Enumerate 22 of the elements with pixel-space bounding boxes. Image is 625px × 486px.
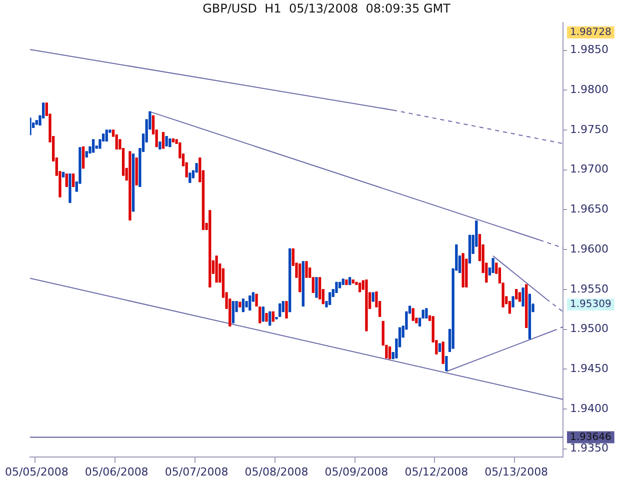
- x-tick-label: 05/13/2008: [484, 465, 548, 478]
- y-tick-label: 1.9600: [570, 242, 608, 256]
- y-tick-label: 1.9550: [570, 282, 608, 296]
- y-tick-label: 1.9350: [570, 442, 608, 455]
- x-tick-label: 05/12/2008: [404, 465, 468, 478]
- y-tick-label: 1.9850: [570, 43, 608, 56]
- y-tick-label: 1.9700: [570, 162, 608, 176]
- y-tick-label: 1.9750: [570, 122, 608, 136]
- y-tick-label: 1.9800: [570, 83, 608, 96]
- ref-line-label: 1.93646: [570, 432, 612, 443]
- x-tick-label: 05/07/2008: [164, 465, 228, 478]
- chart-title: GBP/USD H1 05/13/2008 08:09:35 GMT: [202, 1, 452, 16]
- x-tick-label: 05/05/2008: [4, 465, 68, 478]
- y-tick-label: 1.9500: [570, 322, 608, 336]
- y-tick-label: 1.9650: [570, 202, 608, 216]
- text: 1.98728: [570, 26, 612, 38]
- text: 1.95309: [570, 299, 612, 310]
- x-tick-label: 05/08/2008: [244, 465, 308, 478]
- y-tick-label: 1.9400: [570, 402, 608, 415]
- x-tick-label: 05/06/2008: [84, 465, 148, 478]
- x-tick-label: 05/09/2008: [324, 465, 388, 478]
- y-tick-label: 1.9450: [570, 362, 608, 375]
